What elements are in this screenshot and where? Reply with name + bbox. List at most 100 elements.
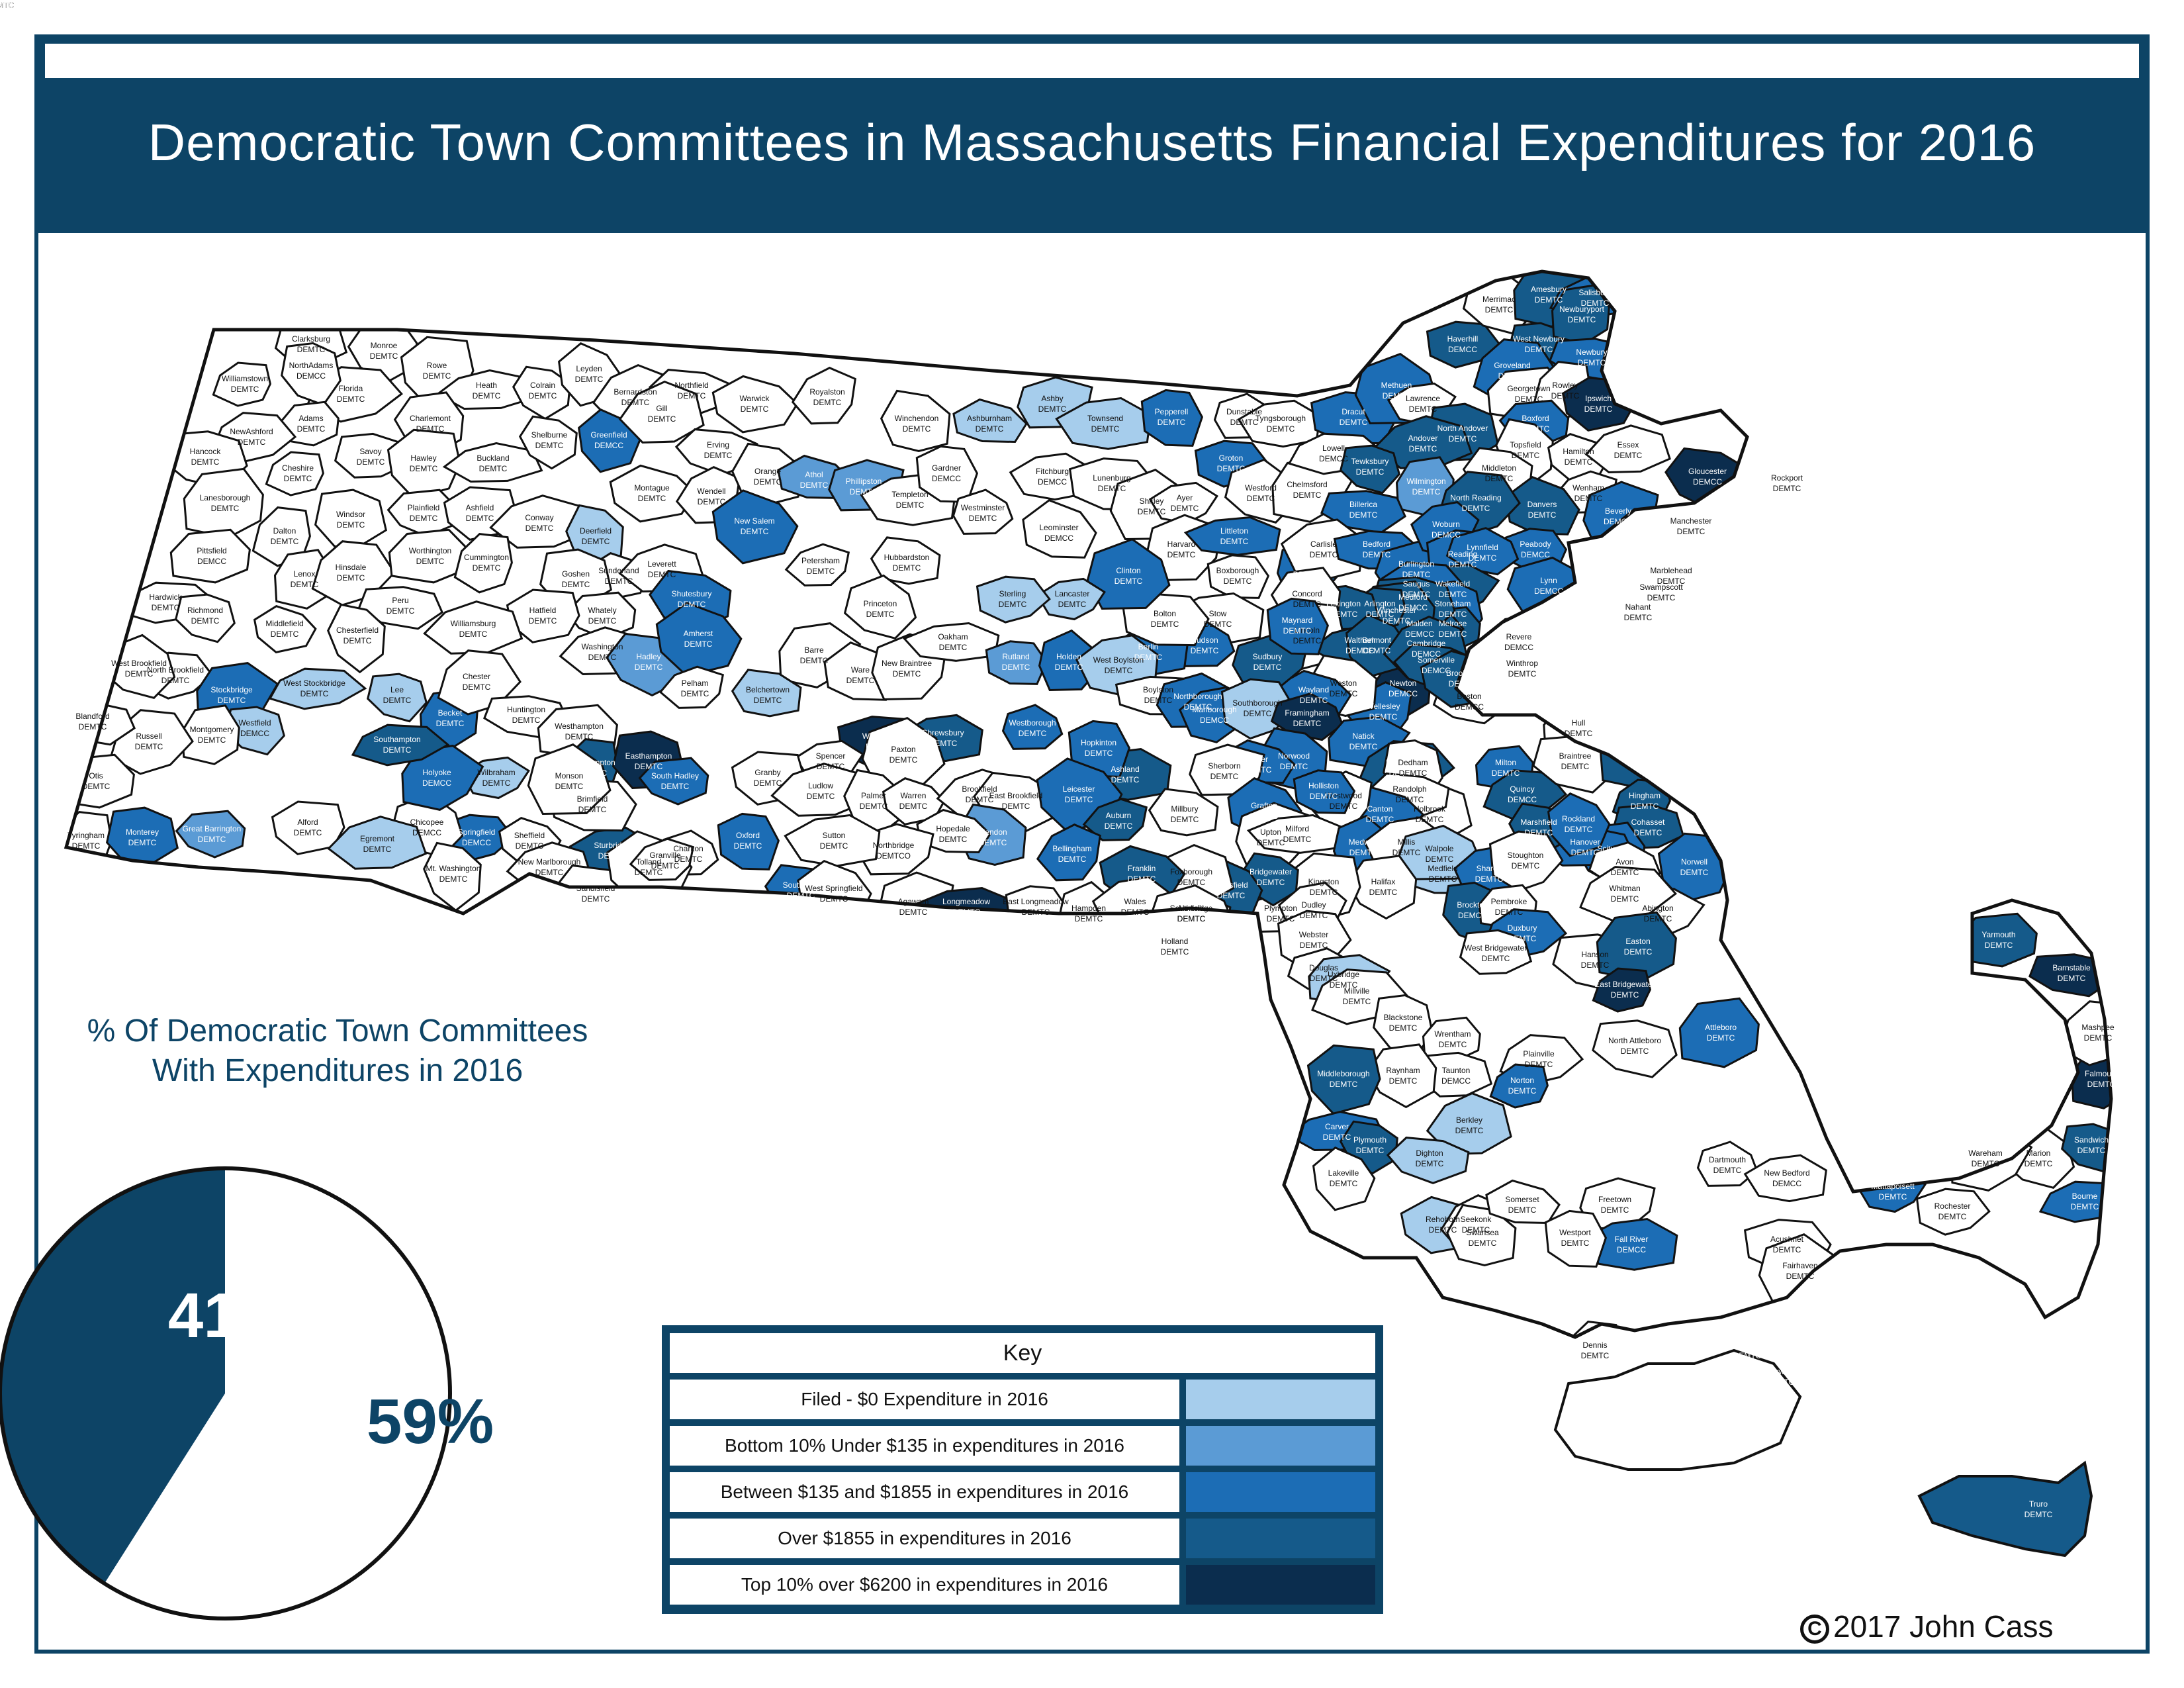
town-committee-label: DEMTC (1204, 620, 1232, 629)
town-committee-label: DEMTC (516, 841, 544, 851)
town-name-label: Ware (851, 665, 870, 675)
town-name-label: Lakeville (1328, 1168, 1359, 1178)
town-name-label: Belmont (1362, 635, 1392, 645)
town-name-label: Tewksbury (1351, 457, 1389, 466)
town-committee-label: DEMTC (1191, 646, 1219, 655)
legend-item-between: Between $135 and $1855 in expenditures i… (670, 1472, 1375, 1512)
town-name-label: Egremont (360, 834, 395, 843)
town-committee-label: DEMTC (1177, 914, 1206, 923)
town-name-label: Sunderland (598, 566, 639, 575)
town-region (1459, 929, 1533, 975)
town-name-label: Yarmouth (1981, 930, 2015, 939)
town-name-label: Pepperell (1155, 407, 1189, 416)
town-committee-label: DEMTC (1439, 610, 1467, 619)
town-name-label: Royalston (809, 387, 844, 397)
town-committee-label: DEMTC (1561, 1239, 1590, 1248)
town-committee-label: DEMTC (1177, 914, 1206, 923)
town-committee-label: DEMTC (1383, 616, 1411, 626)
town-name-label: New Bedford (1764, 1168, 1809, 1178)
town-region (334, 432, 408, 479)
town-name-label: Rochester (1934, 1201, 1971, 1211)
town-name-label: Hull (1572, 718, 1586, 727)
town-name-label: Falmouth (2085, 1069, 2118, 1078)
town-committee-label: DEMTC (1416, 815, 1444, 824)
town-committee-label: DEMTC (0, 1, 15, 10)
town-name-label: NorthAdams (289, 361, 334, 370)
town-region (1266, 597, 1330, 655)
town-name-label: Conway (525, 513, 553, 522)
town-region (843, 574, 917, 639)
town-region (1183, 516, 1281, 556)
town-name-label: Waltham (1345, 635, 1376, 645)
town-committee-label: DEMTC (525, 524, 554, 533)
town-name-label: Southampton (373, 735, 420, 744)
town-committee-label: DEMTC (661, 782, 690, 791)
town-committee-label: DEMTC (297, 424, 326, 434)
town-region (1544, 1209, 1608, 1268)
town-region (655, 602, 743, 677)
town-name-label: Burlington (1398, 559, 1434, 569)
town-name-label: Ashby (1041, 394, 1063, 403)
town-committee-label: DEMTC (535, 441, 564, 450)
town-name-label: New Braintree (882, 659, 932, 668)
town-region (791, 367, 856, 425)
town-committee-label: DEMTC (1581, 961, 1610, 970)
legend-item-filed-zero: Filed - $0 Expenditure in 2016 (670, 1380, 1375, 1419)
town-committee-label: DEMTC (1879, 1192, 1907, 1201)
town-name-label: Carlisle (1310, 539, 1337, 549)
town-name-label: West Springfield (805, 884, 862, 893)
town-name-label: Swansea (1466, 1228, 1499, 1237)
island-shape (1553, 1348, 1802, 1471)
town-committee-label: DEMTCO (876, 851, 911, 861)
town-name-label: Somerville (1418, 655, 1455, 665)
town-name-label: Fall River (1615, 1235, 1649, 1244)
town-name-label: Canton (1367, 804, 1393, 814)
town-committee-label: DEMTC (1396, 795, 1424, 804)
town-committee-label: DEMCC (1458, 911, 1487, 920)
town-committee-label: DEMTC (343, 636, 372, 645)
town-committee-label: DEMTC (1220, 537, 1249, 546)
town-committee-label: DEMTC (1677, 527, 1706, 536)
town-region (357, 586, 443, 630)
town-committee-label: DEMTC (635, 762, 663, 771)
town-name-label: Webster (1299, 930, 1328, 939)
town-committee-label: DEMTC (535, 868, 564, 877)
town-committee-label: DEMTC (899, 802, 928, 811)
town-region (985, 640, 1048, 685)
town-committee-label: DEMTC (1657, 577, 1686, 586)
town-name-label: Rehoboth (1426, 1215, 1460, 1224)
town-committee-label: DEMTC (1680, 868, 1709, 877)
town-name-label: Sandwich (2074, 1135, 2109, 1145)
town-region (952, 398, 1028, 444)
town-committee-label: DEMTC (72, 841, 101, 851)
town-name-label: Russell (136, 731, 161, 741)
town-committee-label: DEMTC (741, 404, 769, 414)
town-region (1445, 527, 1520, 576)
town-committee-label: DEMTC (1184, 702, 1212, 712)
town-name-label: Swampscott (1639, 583, 1683, 592)
town-committee-label: DEMTC (1439, 590, 1467, 599)
town-name-label: Groton (1219, 453, 1244, 463)
town-region (181, 704, 240, 765)
town-name-label: Hinsdale (336, 563, 367, 572)
town-name-label: Westhampton (555, 722, 604, 731)
town-name-label: Tyringham (68, 831, 105, 840)
town-region (1270, 692, 1344, 741)
town-committee-label: DEMTC (565, 732, 594, 741)
town-name-label: Adams (298, 414, 323, 423)
town-committee-label: DEMTC (1300, 696, 1328, 705)
town-region (870, 536, 941, 585)
town-name-label: Uxbridge (1328, 970, 1359, 979)
town-name-label: Sutton (823, 831, 846, 840)
town-name-label: Stow (1209, 609, 1227, 618)
town-committee-label: DEMTC (2077, 1146, 2106, 1155)
town-name-label: Arlington (1364, 599, 1395, 608)
town-committee-label: DEMTC (1581, 299, 1610, 308)
town-committee-label: DEMTC (1366, 815, 1394, 824)
town-committee-label: DEMTC (1561, 762, 1590, 771)
town-name-label: West Newbury (1513, 334, 1565, 344)
town-name-label: Wrentham (1434, 1029, 1471, 1039)
town-committee-label: DEMCC (1398, 603, 1428, 612)
town-name-label: Petersham (801, 556, 840, 565)
town-region (711, 375, 799, 434)
